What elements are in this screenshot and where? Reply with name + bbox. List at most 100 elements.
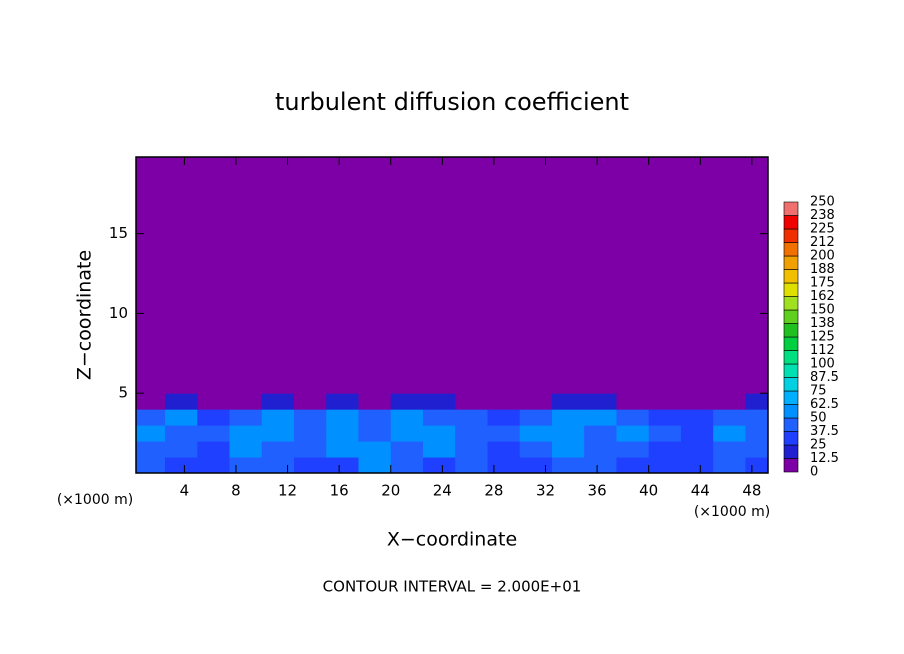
- field-cell: [455, 393, 488, 410]
- field-cell: [487, 441, 521, 458]
- field-cell: [326, 409, 359, 426]
- x-tick-label: 48: [742, 482, 761, 500]
- field-cell: [197, 425, 231, 442]
- field-cell: [519, 393, 553, 410]
- x-unit-label: (×1000 m): [694, 504, 770, 520]
- field-cell: [229, 457, 263, 473]
- field-cell: [519, 409, 553, 426]
- field-cell: [551, 409, 585, 426]
- field-cell: [713, 441, 746, 458]
- colorbar-label: 62.5: [810, 397, 839, 412]
- colorbar-box: [783, 444, 799, 459]
- field-cell: [136, 157, 166, 394]
- field-cell: [326, 457, 359, 473]
- field-cell: [648, 425, 682, 442]
- field-cell: [165, 157, 198, 394]
- x-axis-label: X−coordinate: [387, 529, 517, 551]
- field-cell: [197, 441, 231, 458]
- colorbar-label: 238: [810, 208, 835, 223]
- field-cell: [136, 425, 166, 442]
- x-tick-label: 16: [330, 482, 349, 500]
- field-cell: [680, 157, 714, 394]
- field-cell: [422, 457, 456, 473]
- colorbar-box: [783, 255, 799, 270]
- x-tick-label: 12: [278, 482, 297, 500]
- colorbar-label: 112: [810, 343, 835, 358]
- colorbar-label: 162: [810, 289, 835, 304]
- field-cell: [197, 393, 231, 410]
- y-tick-label: 15: [109, 224, 128, 242]
- field-cell: [680, 457, 714, 473]
- colorbar-label: 250: [810, 195, 835, 210]
- field-cell: [294, 409, 327, 426]
- colorbar-label: 212: [810, 235, 835, 250]
- colorbar-box: [783, 336, 799, 351]
- field-cell: [358, 409, 392, 426]
- field-cell: [422, 393, 456, 410]
- field-cell: [713, 409, 746, 426]
- colorbar-box: [783, 404, 799, 419]
- y-axis-label: Z−coordinate: [74, 250, 96, 380]
- field-cell: [487, 457, 521, 473]
- colorbar-label: 50: [810, 411, 827, 426]
- field: [136, 157, 768, 473]
- field-cell: [294, 457, 327, 473]
- field-cell: [745, 425, 768, 442]
- field-cell: [584, 157, 617, 394]
- field-cell: [648, 157, 682, 394]
- field-cell: [358, 393, 392, 410]
- field-cell: [455, 457, 488, 473]
- field-cell: [487, 157, 521, 394]
- field-cell: [229, 425, 263, 442]
- x-tick-label: 20: [381, 482, 400, 500]
- footnote: CONTOUR INTERVAL = 2.000E+01: [323, 578, 582, 596]
- field-cell: [745, 457, 768, 473]
- field-cell: [390, 409, 424, 426]
- colorbar-label: 37.5: [810, 424, 839, 439]
- field-cell: [136, 409, 166, 426]
- field-cell: [616, 157, 650, 394]
- colorbar-label: 100: [810, 357, 835, 372]
- field-cell: [519, 441, 553, 458]
- field-cell: [487, 425, 521, 442]
- field-cell: [745, 441, 768, 458]
- field-cell: [229, 157, 263, 394]
- field-cell: [326, 157, 359, 394]
- field-cell: [358, 457, 392, 473]
- field-cell: [745, 157, 768, 394]
- x-unit-label: (×1000 m): [57, 492, 133, 508]
- field-cell: [745, 409, 768, 426]
- field-cell: [261, 393, 295, 410]
- colorbar-label: 138: [810, 316, 835, 331]
- field-cell: [680, 425, 714, 442]
- field-cell: [165, 393, 198, 410]
- field-cell: [197, 409, 231, 426]
- field-cell: [165, 425, 198, 442]
- field-cell: [136, 457, 166, 473]
- field-cell: [713, 393, 746, 410]
- field-cell: [294, 393, 327, 410]
- field-cell: [294, 441, 327, 458]
- y-tick-label: 5: [118, 384, 128, 402]
- field-cell: [487, 409, 521, 426]
- field-cell: [358, 441, 392, 458]
- colorbar-box: [783, 296, 799, 311]
- field-cell: [229, 409, 263, 426]
- field-cell: [616, 409, 650, 426]
- field-cell: [390, 393, 424, 410]
- field-cell: [261, 157, 295, 394]
- colorbar-label: 87.5: [810, 370, 839, 385]
- colorbar-box: [783, 242, 799, 257]
- field-cell: [680, 393, 714, 410]
- colorbar-label: 12.5: [810, 451, 839, 466]
- colorbar-box: [783, 269, 799, 284]
- field-cell: [616, 457, 650, 473]
- colorbar-box: [783, 201, 799, 216]
- field-cell: [648, 409, 682, 426]
- field-cell: [422, 425, 456, 442]
- field-cell: [713, 157, 746, 394]
- colorbar-label: 0: [810, 465, 818, 480]
- x-tick-label: 40: [639, 482, 658, 500]
